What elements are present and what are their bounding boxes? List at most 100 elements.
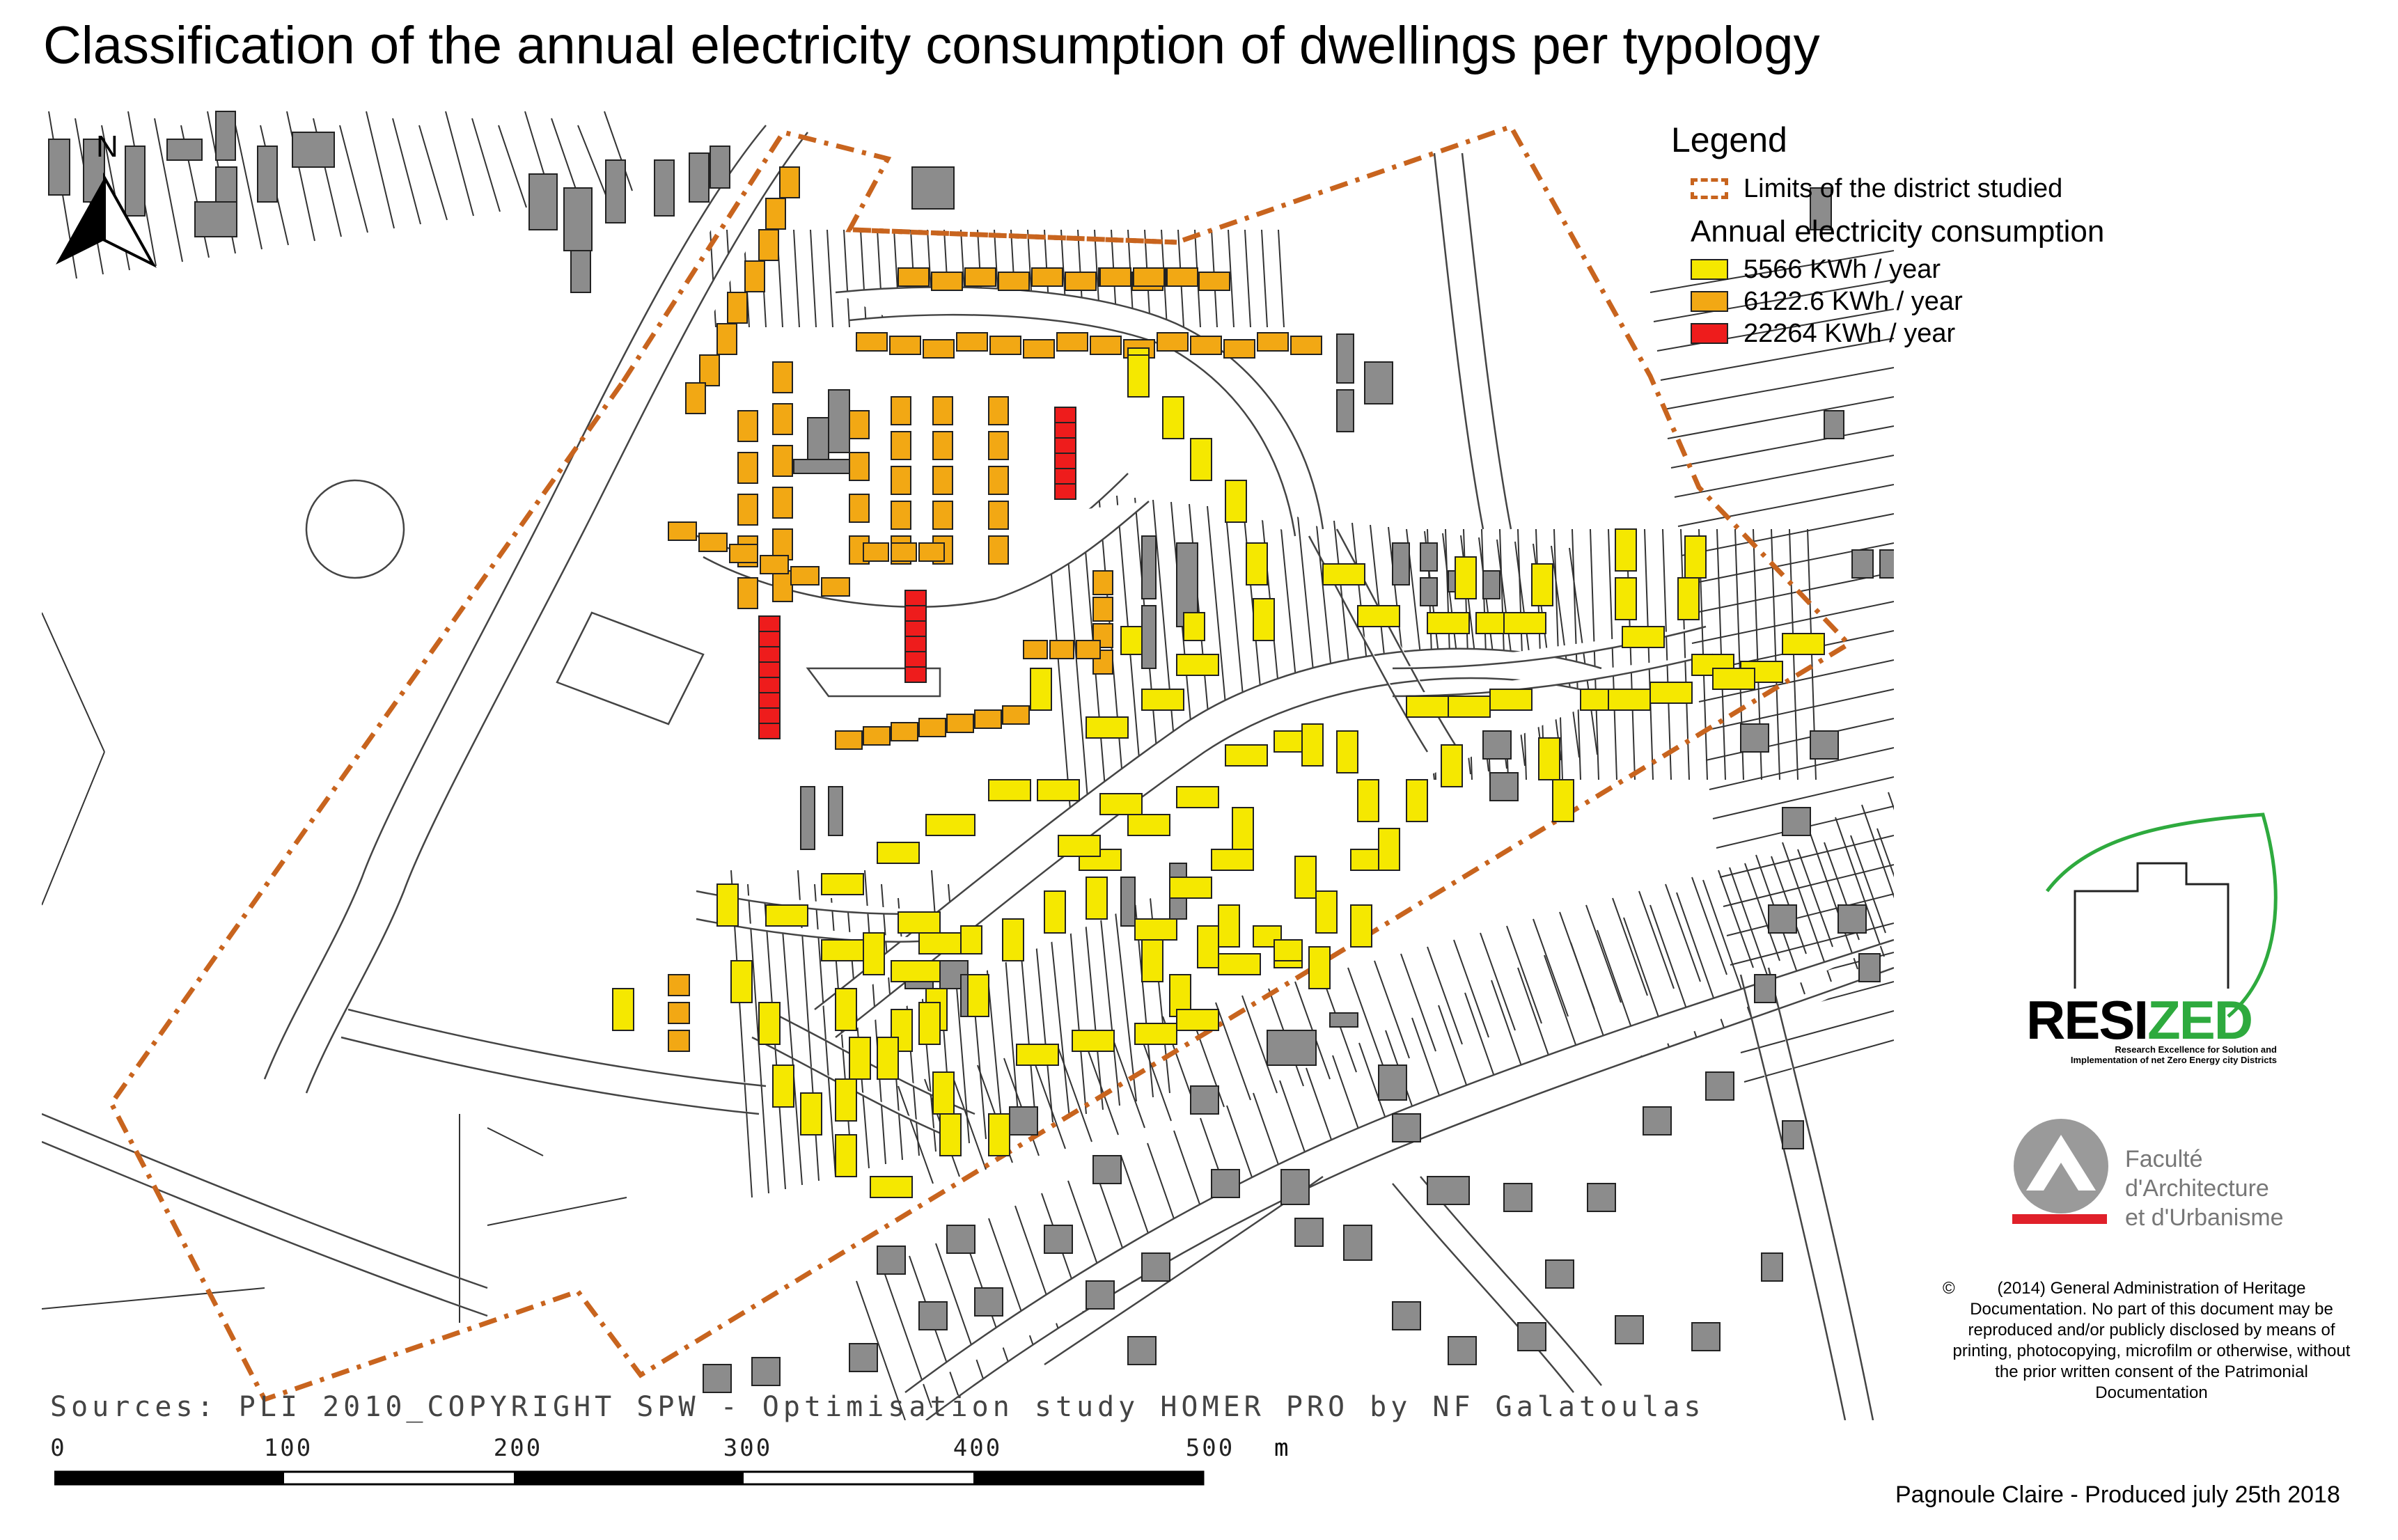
- other-building: [1782, 1120, 1804, 1149]
- legend-section-title: Annual electricity consumption: [1691, 214, 2105, 249]
- dwelling-6122-kwh: [744, 260, 765, 292]
- dwelling-5566-kwh: [877, 1037, 899, 1080]
- dwelling-5566-kwh: [1357, 605, 1400, 627]
- parcel-line: [366, 111, 395, 229]
- dwelling-5566-kwh: [772, 1064, 794, 1108]
- legend-item-5566: 5566 KWh / year: [1671, 253, 2200, 285]
- other-building: [1420, 577, 1438, 606]
- dwelling-5566-kwh: [988, 779, 1031, 801]
- legend: Legend Limits of the district studied An…: [1671, 120, 2200, 349]
- other-building: [877, 1246, 906, 1275]
- parcel-line: [1888, 792, 1894, 810]
- parcel-line: [781, 911, 803, 1186]
- legend-class-label: 6122.6 KWh / year: [1743, 286, 1963, 316]
- dwelling-5566-kwh: [918, 1002, 941, 1045]
- parcel-line: [1740, 1010, 1894, 1053]
- dwelling-22264-kwh: [904, 590, 927, 606]
- parcel-line: [1048, 911, 1070, 1119]
- dwelling-5566-kwh: [1608, 689, 1651, 711]
- dwelling-6122-kwh: [1092, 570, 1113, 595]
- dwelling-6122-kwh: [1166, 267, 1198, 287]
- dwelling-5566-kwh: [1225, 744, 1268, 767]
- dwelling-6122-kwh: [772, 570, 793, 602]
- dwelling-5566-kwh: [1190, 438, 1212, 481]
- dwelling-6122-kwh: [1092, 650, 1113, 675]
- dwelling-5566-kwh: [1246, 542, 1268, 586]
- other-building: [1420, 542, 1438, 572]
- dwelling-6122-kwh: [974, 709, 1002, 729]
- parcel-line: [1662, 528, 1672, 780]
- dwelling-6122-kwh: [737, 494, 758, 526]
- dwelling-5566-kwh: [1489, 689, 1533, 711]
- dwelling-5566-kwh: [1183, 612, 1205, 641]
- other-building: [1044, 1225, 1073, 1254]
- dwelling-5566-kwh: [1448, 696, 1491, 718]
- other-building: [849, 1343, 878, 1372]
- dwelling-6122-kwh: [1056, 332, 1088, 352]
- dwelling-5566-kwh: [716, 883, 739, 927]
- dwelling-6122-kwh: [765, 198, 786, 230]
- other-building: [1141, 535, 1157, 599]
- parcel-line: [1109, 1030, 1145, 1129]
- parcel-line: [1709, 747, 1894, 790]
- dwelling-5566-kwh: [1336, 730, 1358, 773]
- other-building: [528, 173, 558, 230]
- other-building: [710, 146, 730, 189]
- dwelling-6122-kwh: [737, 452, 758, 484]
- dwelling-22264-kwh: [1054, 422, 1076, 439]
- other-building: [1280, 1169, 1310, 1205]
- dwelling-5566-kwh: [898, 911, 941, 934]
- dwelling-5566-kwh: [1197, 925, 1219, 968]
- other-building: [654, 159, 675, 217]
- dwelling-6122-kwh: [889, 336, 921, 355]
- dwelling-5566-kwh: [1218, 953, 1261, 975]
- other-building: [1092, 1155, 1122, 1184]
- other-building: [1810, 730, 1839, 760]
- parcel-line: [42, 612, 105, 753]
- dwelling-6122-kwh: [772, 403, 793, 435]
- dwelling-6122-kwh: [668, 521, 697, 541]
- other-building: [605, 159, 626, 223]
- other-building: [215, 111, 236, 161]
- dwelling-5566-kwh: [1099, 793, 1143, 815]
- other-building: [1851, 549, 1874, 579]
- parcel-line: [418, 125, 448, 221]
- other-building: [1392, 542, 1410, 586]
- dwelling-5566-kwh: [612, 988, 634, 1031]
- other-building: [1643, 1106, 1672, 1136]
- dwelling-6122-kwh: [737, 577, 758, 609]
- dwelling-6122-kwh: [668, 1002, 690, 1024]
- dwelling-5566-kwh: [1127, 814, 1170, 836]
- dwelling-5566-kwh: [1162, 396, 1184, 439]
- parcel-line: [1726, 893, 1894, 936]
- other-building: [1448, 1336, 1477, 1365]
- dwelling-5566-kwh: [1134, 918, 1177, 941]
- dwelling-6122-kwh: [1076, 640, 1101, 659]
- other-building: [1768, 904, 1797, 934]
- parcel-line: [826, 229, 833, 328]
- dwelling-6122-kwh: [1002, 705, 1030, 725]
- parcel-line: [1665, 883, 1701, 982]
- legend-item-boundary: Limits of the district studied: [1671, 173, 2200, 205]
- other-building: [1211, 1169, 1240, 1198]
- dwelling-5566-kwh: [925, 814, 975, 836]
- dwelling-5566-kwh: [1294, 856, 1317, 899]
- dwelling-6122-kwh: [668, 1030, 690, 1052]
- other-building: [1190, 1085, 1219, 1115]
- parcel-line: [604, 111, 633, 191]
- scale-tick-0: 0: [50, 1434, 67, 1462]
- dwelling-5566-kwh: [960, 925, 982, 954]
- parcel-line: [1098, 897, 1120, 1106]
- parcel-line: [1712, 776, 1894, 819]
- parcel-line: [1705, 718, 1894, 761]
- parcel-line: [1691, 877, 1727, 975]
- other-building: [1740, 723, 1769, 753]
- dwelling-6122-kwh: [758, 229, 779, 261]
- scale-tick-200: 200: [493, 1434, 543, 1462]
- dwelling-5566-kwh: [1058, 835, 1101, 857]
- other-building: [1329, 1012, 1358, 1028]
- parcel-line: [1667, 396, 1894, 439]
- other-building: [1705, 1071, 1734, 1101]
- other-building: [1858, 953, 1881, 982]
